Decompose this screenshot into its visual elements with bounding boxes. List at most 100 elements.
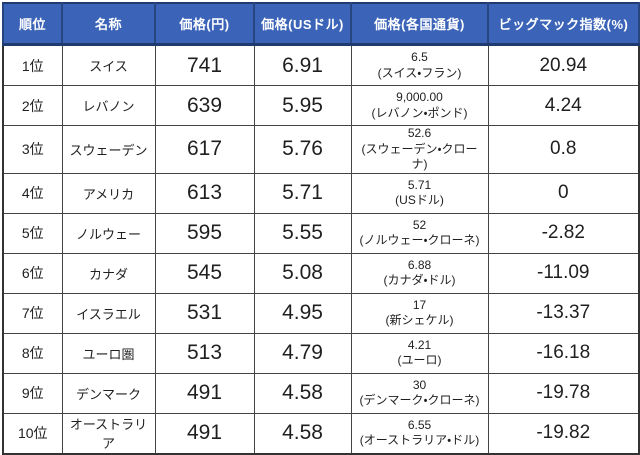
rank-cell: 10位 [2, 412, 63, 455]
index-cell: -16.18 [487, 332, 640, 374]
index-cell: -19.82 [487, 412, 640, 455]
price-local-cell: 6.55 (オーストラリア・ドル) [350, 412, 489, 455]
price-jpy-cell: 613 [154, 172, 255, 214]
price-usd-cell: 4.95 [253, 292, 352, 334]
table-row: 3位 スウェーデン 617 5.76 52.6 (スウェーデン・クローナ) 0.… [2, 125, 640, 174]
country-cell: ユーロ圏 [61, 332, 156, 374]
price-usd-cell: 4.58 [253, 412, 352, 455]
local-currency: (スウェーデン・クローナ) [361, 141, 478, 172]
country-cell: スイス [61, 44, 156, 86]
price-local-cell: 4.21 (ユーロ) [350, 332, 489, 374]
local-value: 17 [412, 297, 427, 312]
price-local-cell: 9,000.00 (レバノン・ポンド) [350, 85, 489, 126]
index-cell: 0.8 [487, 125, 640, 174]
col-header-name: 名称 [61, 2, 156, 46]
local-currency: (オーストラリア・ドル) [359, 433, 480, 448]
table-row: 1位 スイス 741 6.91 6.5 (スイス・フラン) 20.94 [2, 44, 640, 86]
rank-cell: 9位 [2, 372, 63, 414]
country-cell: カナダ [61, 252, 156, 294]
local-currency: (デンマーク・クローネ) [359, 393, 480, 408]
table-row: 9位 デンマーク 491 4.58 30 (デンマーク・クローネ) -19.78 [2, 372, 640, 414]
index-cell: 0 [487, 172, 640, 214]
local-value: 6.5 [411, 49, 428, 64]
price-local-cell: 5.71 (USドル) [350, 172, 489, 214]
country-cell: デンマーク [61, 372, 156, 414]
country-cell: ノルウェー [61, 212, 156, 254]
local-value: 52 [412, 217, 427, 232]
rank-cell: 6位 [2, 252, 63, 294]
local-value: 6.55 [407, 417, 432, 432]
price-local-cell: 17 (新シェケル) [350, 292, 489, 334]
rank-cell: 1位 [2, 44, 63, 86]
local-value: 6.88 [407, 257, 432, 272]
price-jpy-cell: 531 [154, 292, 255, 334]
rank-cell: 4位 [2, 172, 63, 214]
country-cell: アメリカ [61, 172, 156, 214]
table-row: 2位 レバノン 639 5.95 9,000.00 (レバノン・ポンド) 4.2… [2, 85, 640, 126]
col-header-price-local: 価格(各国通貨) [350, 2, 489, 46]
local-currency: (レバノン・ポンド) [371, 105, 468, 120]
col-header-price-usd: 価格(USドル) [253, 2, 352, 46]
price-local-cell: 52.6 (スウェーデン・クローナ) [350, 125, 489, 174]
price-usd-cell: 4.79 [253, 332, 352, 374]
price-usd-cell: 5.08 [253, 252, 352, 294]
country-cell: スウェーデン [61, 125, 156, 174]
index-cell: -19.78 [487, 372, 640, 414]
local-value: 4.21 [407, 337, 432, 352]
local-currency: (新シェケル) [385, 313, 454, 328]
local-currency: (ユーロ) [397, 353, 442, 368]
price-jpy-cell: 741 [154, 44, 255, 86]
local-value: 9,000.00 [396, 89, 443, 104]
table-row: 7位 イスラエル 531 4.95 17 (新シェケル) -13.37 [2, 292, 640, 334]
country-cell: イスラエル [61, 292, 156, 334]
table-row: 5位 ノルウェー 595 5.55 52 (ノルウェー・クローネ) -2.82 [2, 212, 640, 254]
price-local-cell: 30 (デンマーク・クローネ) [350, 372, 489, 414]
col-header-index-pct: ビッグマック指数(%) [487, 2, 640, 46]
price-usd-cell: 4.58 [253, 372, 352, 414]
price-jpy-cell: 491 [154, 412, 255, 455]
rank-cell: 8位 [2, 332, 63, 374]
country-cell: レバノン [61, 85, 156, 126]
price-jpy-cell: 617 [154, 125, 255, 174]
local-currency: (スイス・フラン) [377, 65, 462, 80]
header-row: 順位 名称 価格(円) 価格(USドル) 価格(各国通貨) ビッグマック指数(%… [2, 2, 640, 46]
table-row: 4位 アメリカ 613 5.71 5.71 (USドル) 0 [2, 172, 640, 214]
price-jpy-cell: 513 [154, 332, 255, 374]
price-usd-cell: 5.55 [253, 212, 352, 254]
price-local-cell: 6.5 (スイス・フラン) [350, 44, 489, 86]
price-local-cell: 52 (ノルウェー・クローネ) [350, 212, 489, 254]
price-usd-cell: 5.76 [253, 125, 352, 174]
rank-cell: 5位 [2, 212, 63, 254]
price-usd-cell: 5.95 [253, 85, 352, 126]
local-value: 5.71 [407, 177, 432, 192]
price-usd-cell: 5.71 [253, 172, 352, 214]
country-cell: オーストラリア [61, 412, 156, 455]
local-value: 30 [412, 377, 427, 392]
rank-cell: 2位 [2, 85, 63, 126]
table-row: 8位 ユーロ圏 513 4.79 4.21 (ユーロ) -16.18 [2, 332, 640, 374]
index-cell: -13.37 [487, 292, 640, 334]
price-jpy-cell: 595 [154, 212, 255, 254]
price-jpy-cell: 491 [154, 372, 255, 414]
table-row: 10位 オーストラリア 491 4.58 6.55 (オーストラリア・ドル) -… [2, 412, 640, 455]
price-usd-cell: 6.91 [253, 44, 352, 86]
index-cell: 20.94 [487, 44, 640, 86]
price-jpy-cell: 545 [154, 252, 255, 294]
price-local-cell: 6.88 (カナダ・ドル) [350, 252, 489, 294]
index-cell: 4.24 [487, 85, 640, 126]
table-body: 1位 スイス 741 6.91 6.5 (スイス・フラン) 20.94 2位 レ… [2, 44, 640, 455]
local-currency: (USドル) [395, 193, 444, 208]
price-jpy-cell: 639 [154, 85, 255, 126]
local-currency: (カナダ・ドル) [383, 273, 456, 288]
local-currency: (ノルウェー・クローネ) [359, 233, 480, 248]
col-header-rank: 順位 [2, 2, 63, 46]
rank-cell: 7位 [2, 292, 63, 334]
rank-cell: 3位 [2, 125, 63, 174]
col-header-price-jpy: 価格(円) [154, 2, 255, 46]
table-header: 順位 名称 価格(円) 価格(USドル) 価格(各国通貨) ビッグマック指数(%… [2, 2, 640, 46]
index-cell: -2.82 [487, 212, 640, 254]
index-cell: -11.09 [487, 252, 640, 294]
table-row: 6位 カナダ 545 5.08 6.88 (カナダ・ドル) -11.09 [2, 252, 640, 294]
